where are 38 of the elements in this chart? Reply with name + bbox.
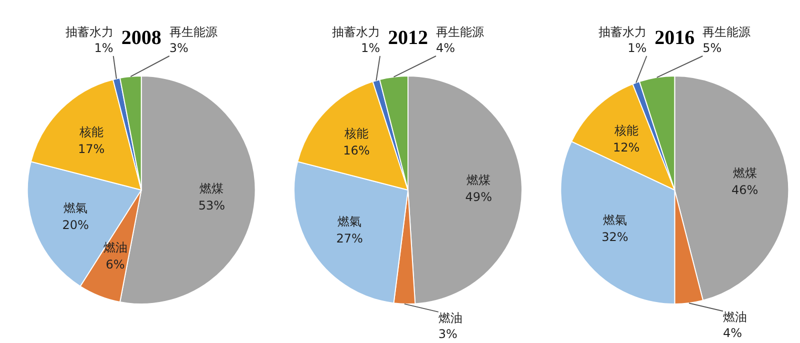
slice-label: 抽蓄水力	[598, 25, 647, 39]
data-label: 3%	[169, 41, 188, 55]
data-label: 53%	[198, 198, 226, 213]
data-label: 46%	[731, 183, 758, 198]
data-label: 1%	[628, 41, 647, 55]
slice-label: 再生能源	[169, 25, 218, 39]
data-label: 4%	[722, 326, 742, 340]
chart-title: 2012	[388, 27, 428, 49]
data-label: 32%	[602, 230, 628, 244]
data-label: 17%	[78, 142, 105, 156]
data-label: 27%	[336, 232, 363, 246]
chart-title: 2008	[121, 27, 162, 49]
data-label: 3%	[438, 326, 458, 341]
slice-label: 燃煤	[466, 172, 491, 187]
slice-label: 燃煤	[732, 166, 757, 180]
slice-label: 抽蓄水力	[332, 25, 380, 39]
data-label: 4%	[436, 41, 456, 55]
slice-label: 燃煤	[200, 182, 224, 196]
slice-label: 抽蓄水力	[65, 25, 114, 39]
data-label: 20%	[62, 218, 89, 232]
slice-label: 再生能源	[702, 25, 751, 39]
slice-label: 燃油	[722, 310, 747, 324]
data-label: 1%	[360, 41, 380, 55]
slice-label: 核能	[343, 126, 368, 141]
slice-label: 再生能源	[436, 25, 484, 39]
slice-label: 燃氣	[338, 214, 362, 229]
data-label: 12%	[612, 140, 640, 154]
data-label: 5%	[702, 41, 722, 55]
slice-label: 核能	[78, 125, 104, 140]
slice-label: 燃氣	[602, 212, 627, 227]
slice-label: 燃氣	[64, 201, 88, 216]
data-label: 1%	[94, 41, 114, 55]
chart-title: 2016	[654, 27, 695, 49]
data-label: 16%	[343, 144, 370, 158]
data-label: 49%	[465, 190, 492, 204]
slice-label: 核能	[613, 123, 638, 138]
data-label: 6%	[106, 258, 125, 272]
slice-label: 燃油	[438, 310, 462, 325]
